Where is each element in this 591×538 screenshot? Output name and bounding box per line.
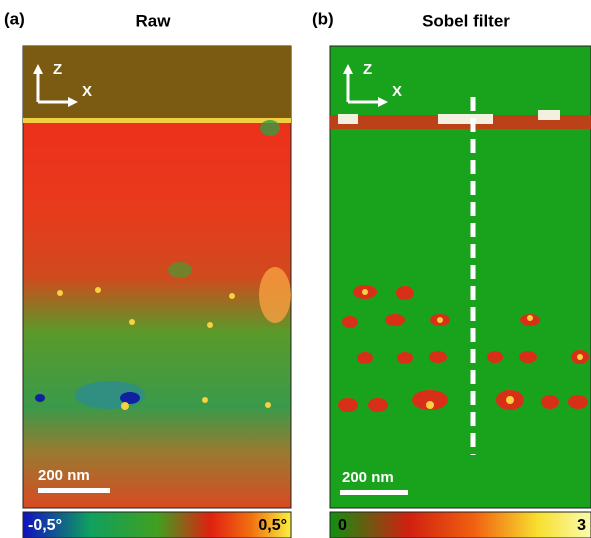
axis-label-z: Z xyxy=(53,61,62,78)
colorbar xyxy=(22,511,292,538)
axis-label-x: X xyxy=(82,83,92,100)
panel-label: (a) xyxy=(4,9,25,28)
raw-image xyxy=(22,45,292,509)
axis-label-x: X xyxy=(392,83,402,100)
colorbar-max: 3 xyxy=(577,517,586,534)
scale-bar-label: 200 nm xyxy=(342,469,394,486)
panel-title: Sobel filter xyxy=(422,11,510,30)
axis-label-z: Z xyxy=(363,61,372,78)
panel-title: Raw xyxy=(136,11,172,30)
scale-bar-label: 200 nm xyxy=(38,467,90,484)
colorbar-max: 0,5° xyxy=(258,517,287,534)
colorbar-min: 0 xyxy=(338,517,347,534)
scale-bar xyxy=(340,490,408,495)
panel-label: (b) xyxy=(312,9,334,28)
sobel-image xyxy=(329,45,591,509)
colorbar-min: -0,5° xyxy=(28,517,62,534)
scale-bar xyxy=(38,488,110,493)
axis-arrows xyxy=(33,64,78,107)
colorbar xyxy=(329,511,591,538)
axis-arrows xyxy=(343,64,388,107)
